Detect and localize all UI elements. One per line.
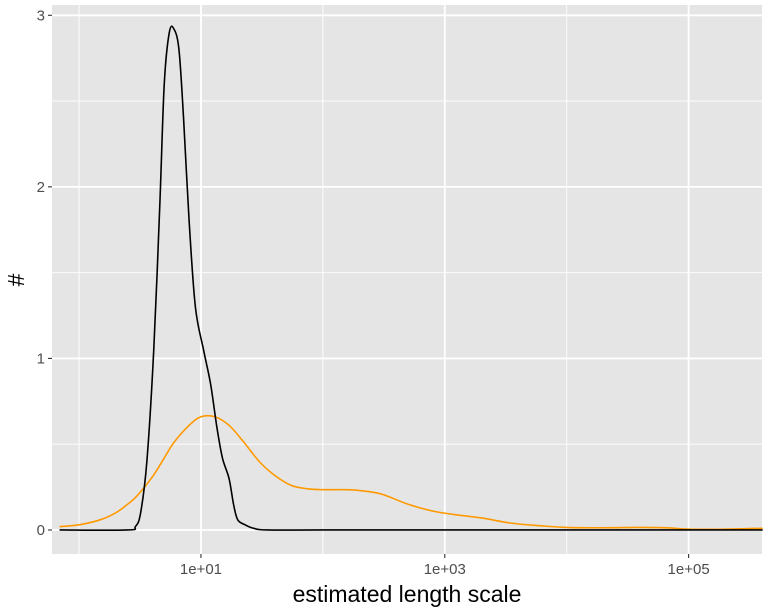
orange-density-line — [59, 414, 763, 531]
axis-ticks — [48, 14, 690, 558]
density-curves — [59, 25, 763, 532]
x-tick-label: 1e+01 — [180, 561, 222, 578]
y-tick-label: 2 — [37, 179, 45, 196]
y-tick-label: 3 — [37, 7, 45, 24]
black-density-line — [59, 25, 763, 532]
y-tick-label: 1 — [37, 350, 45, 367]
y-axis-title: # — [3, 273, 29, 286]
plot-panel — [52, 5, 762, 554]
minor-gridlines — [52, 5, 762, 554]
x-axis-title: estimated length scale — [293, 581, 522, 607]
x-tick-label: 1e+03 — [424, 561, 466, 578]
y-tick-label: 0 — [37, 522, 45, 539]
tick-labels: 1e+01 1e+03 1e+05 0 1 2 3 — [37, 7, 710, 578]
x-tick-label: 1e+05 — [668, 561, 710, 578]
